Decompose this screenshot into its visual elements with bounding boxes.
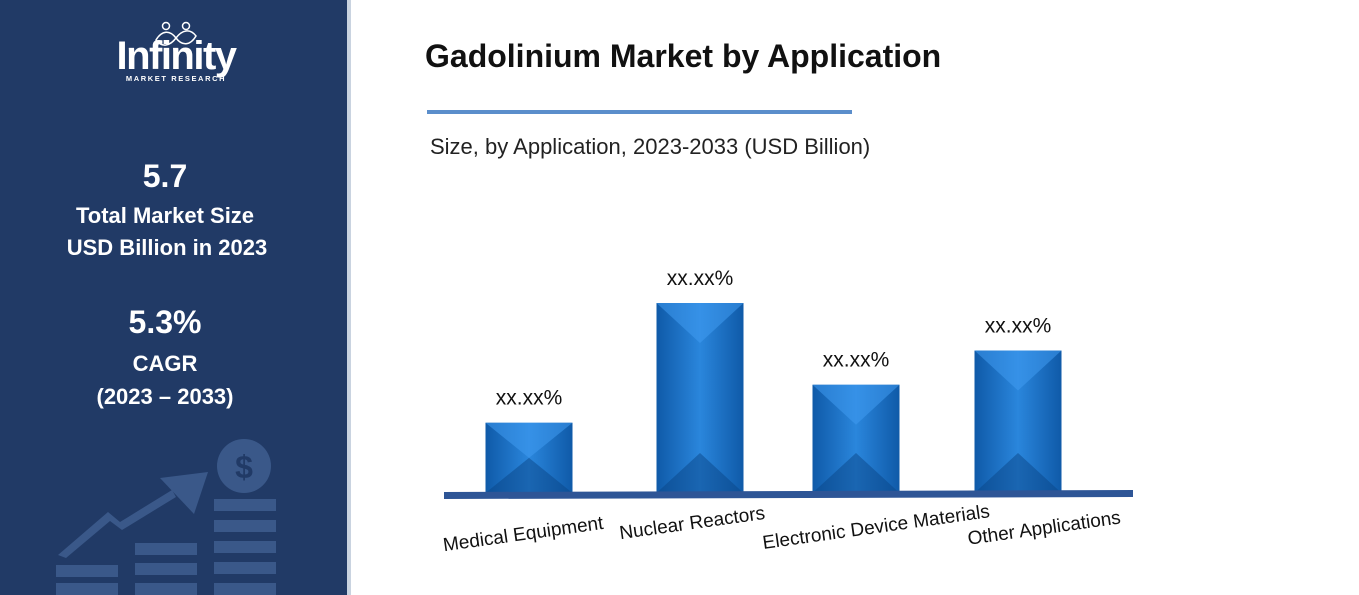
- growth-decoration: $: [56, 439, 276, 595]
- bar-stack-icon: [56, 499, 276, 595]
- bar-bevel-top-3: [812, 384, 900, 425]
- bar-bevel-bottom-2: [656, 453, 744, 493]
- bar-bevel-bottom-3: [812, 453, 900, 493]
- market-size-value: 5.7: [142, 158, 188, 194]
- bars-layer: [485, 303, 1062, 493]
- bar-4: [974, 350, 1062, 493]
- cagr-value: 5.3%: [128, 304, 202, 340]
- category-label-1: Medical Equipment: [442, 513, 606, 556]
- category-label-2: Nuclear Reactors: [618, 503, 766, 544]
- market-size-label: Total Market Size: [75, 203, 255, 228]
- cagr-period: (2023 – 2033): [96, 384, 234, 409]
- category-label-3: Electronic Device Materials: [761, 501, 991, 554]
- sidebar-divider: [347, 0, 351, 595]
- bar-bevel-top-4: [974, 350, 1062, 391]
- x-axis-line: [444, 490, 1133, 499]
- data-label-2: xx.xx%: [667, 267, 734, 290]
- data-label-3: xx.xx%: [823, 349, 890, 372]
- dollar-coin-icon: $: [217, 439, 271, 493]
- bar-3: [812, 384, 900, 493]
- bar-bevel-bottom-4: [974, 453, 1062, 493]
- svg-text:$: $: [235, 449, 253, 485]
- bar-bevel-bottom-1: [485, 457, 573, 493]
- data-label-1: xx.xx%: [496, 387, 563, 410]
- brand-tagline: MARKET RESEARCH: [125, 74, 227, 83]
- cagr-label: CAGR: [132, 351, 198, 376]
- brand-name: Infinity: [116, 34, 237, 78]
- bar-bevel-top-2: [656, 303, 744, 343]
- chart-subtitle: Size, by Application, 2023-2033 (USD Bil…: [430, 134, 871, 159]
- bar-1: [485, 422, 573, 493]
- market-size-unit: USD Billion in 2023: [66, 235, 268, 260]
- growth-arrow-icon: [58, 472, 208, 558]
- bar-bevel-top-1: [485, 422, 573, 458]
- brand-logo: Infinity MARKET RESEARCH: [96, 20, 256, 90]
- title-underline: [427, 110, 852, 114]
- bar-2: [656, 303, 744, 493]
- infinity-people-icon: [155, 21, 197, 46]
- data-label-4: xx.xx%: [985, 315, 1052, 338]
- sidebar: $ Infinity MARKET RESEARCH 5.7 Total Mar…: [0, 0, 347, 595]
- chart-title: Gadolinium Market by Application: [425, 38, 942, 74]
